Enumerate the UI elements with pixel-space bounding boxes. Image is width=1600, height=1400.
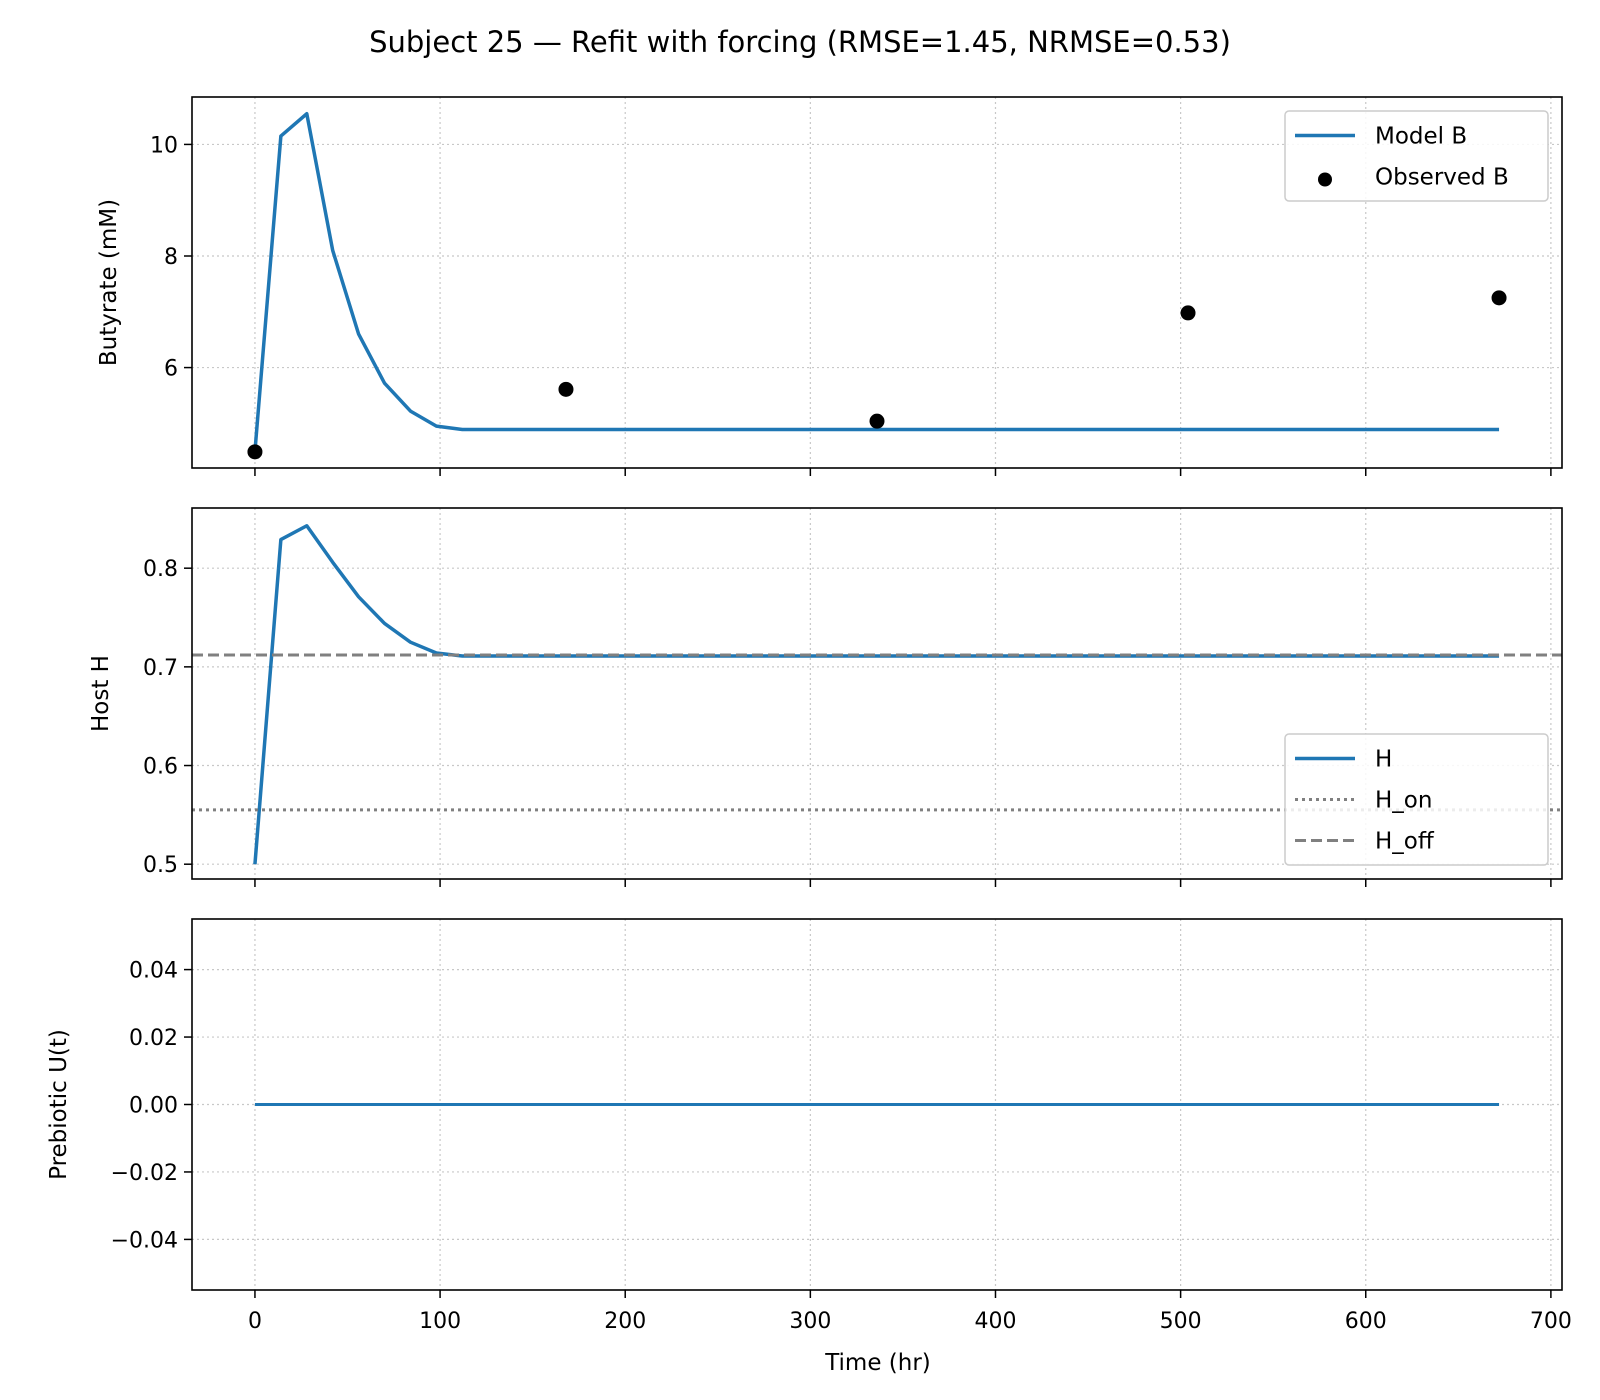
legend-box — [1284, 110, 1549, 202]
x-tick-label: 500 — [1160, 1309, 1202, 1334]
y-tick-label: 0.5 — [143, 853, 178, 878]
x-tick-label: 400 — [974, 1309, 1016, 1334]
legend: Model B Observed B — [1284, 110, 1549, 202]
y-tick-label: 6 — [164, 357, 178, 382]
y-tick-label: 0.02 — [129, 1026, 178, 1051]
x-tick-label: 600 — [1345, 1309, 1387, 1334]
y-axis-label: Butyrate (mM) — [96, 199, 122, 366]
observed-point — [1491, 290, 1507, 306]
legend-label: Model B — [1375, 124, 1467, 150]
legend-label: Observed B — [1375, 165, 1509, 191]
y-tick-label: −0.02 — [111, 1161, 178, 1186]
x-tick-label: 300 — [789, 1309, 831, 1334]
observed-point — [558, 381, 574, 397]
axes-frame — [191, 918, 1563, 1291]
y-tick-label: 10 — [150, 133, 178, 158]
chart-title: Subject 25 — Refit with forcing (RMSE=1.… — [369, 25, 1231, 59]
panel-1: 6 8 10 Butyrate (mM) Model B Observed B — [96, 96, 1563, 476]
legend-box — [1284, 733, 1549, 866]
x-tick-label: 0 — [248, 1309, 262, 1334]
series-model-b-line — [253, 111, 1500, 452]
y-tick-label: 8 — [164, 245, 178, 270]
panel-2: 0.5 0.6 0.7 0.8 Host H H H_on H_off — [88, 507, 1563, 887]
legend-label: H_on — [1375, 788, 1432, 814]
x-tick-label: 200 — [604, 1309, 646, 1334]
legend-marker-observed — [1318, 172, 1332, 187]
panel-3: 0 100 200 300 400 500 600 700 −0.04 −0.02 0.00 0.02… — [46, 918, 1572, 1334]
y-tick-label: 0.04 — [129, 959, 178, 984]
observed-point — [869, 413, 885, 429]
x-axis-label: Time (hr) — [824, 1350, 931, 1376]
x-tick-label: 100 — [419, 1309, 461, 1334]
legend-label: H_off — [1375, 829, 1435, 855]
observed-point — [1180, 305, 1196, 321]
legend-label: H — [1375, 747, 1392, 773]
y-axis-label: Host H — [88, 655, 114, 732]
axes-frame — [191, 96, 1563, 469]
plot-area — [253, 111, 1500, 452]
y-tick-label: −0.04 — [111, 1228, 178, 1253]
axes-frame — [191, 507, 1563, 880]
y-axis-label: Prebiotic U(t) — [46, 1029, 72, 1180]
y-tick-label: 0.7 — [143, 656, 178, 681]
y-tick-label: 0.6 — [143, 755, 178, 780]
x-tick-label: 700 — [1530, 1309, 1572, 1334]
y-tick-label: 0.8 — [143, 557, 178, 582]
legend: H H_on H_off — [1284, 733, 1549, 866]
observed-point — [247, 444, 263, 460]
y-tick-label: 0.00 — [129, 1094, 178, 1119]
